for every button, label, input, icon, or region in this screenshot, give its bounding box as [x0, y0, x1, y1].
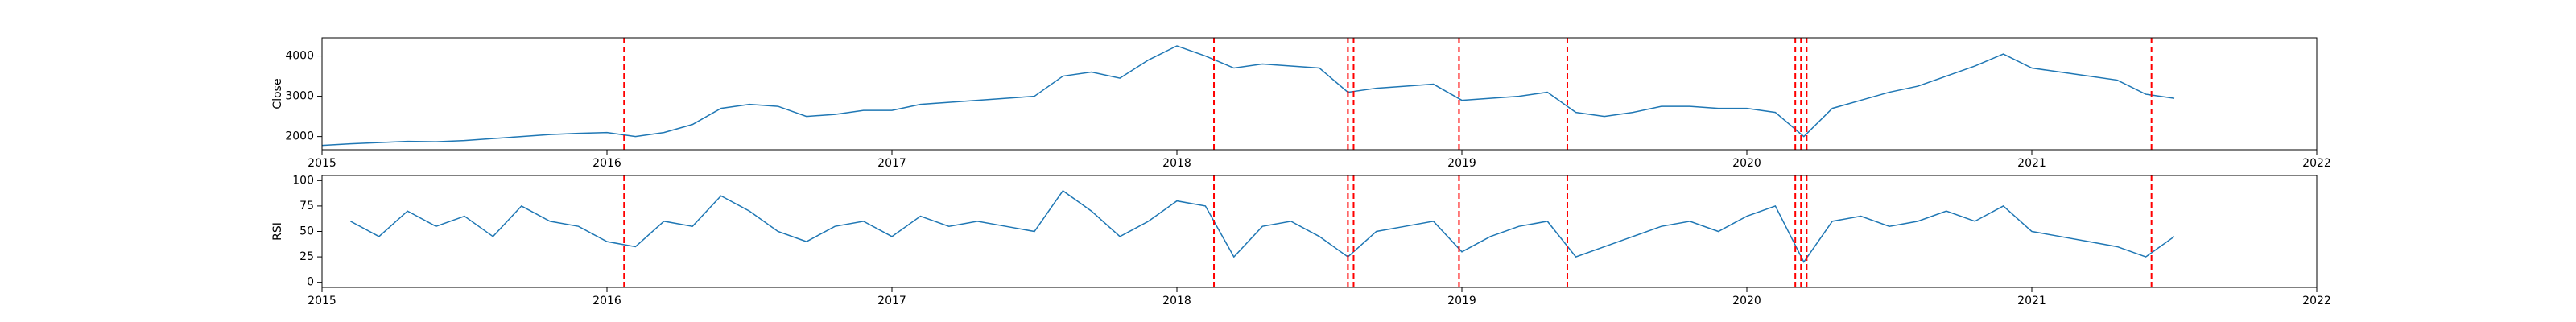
y-tick-label: 0 [307, 276, 314, 289]
y-tick-label: 100 [292, 174, 314, 187]
x-tick-label: 2015 [308, 295, 336, 308]
x-tick-label: 2019 [1447, 295, 1476, 308]
y-tick-label: 2000 [285, 130, 314, 143]
x-tick-label: 2018 [1162, 157, 1191, 170]
x-tick-label: 2017 [877, 295, 906, 308]
y-axis-label: RSI [271, 222, 284, 241]
x-tick-label: 2022 [2302, 157, 2331, 170]
x-tick-label: 2017 [877, 157, 906, 170]
x-tick-label: 2020 [1732, 157, 1761, 170]
x-tick-label: 2021 [2017, 157, 2046, 170]
y-tick-label: 25 [299, 250, 314, 263]
x-tick-label: 2019 [1447, 157, 1476, 170]
y-tick-label: 50 [299, 225, 314, 238]
series-line [350, 189, 2175, 263]
x-tick-label: 2016 [592, 295, 621, 308]
x-tick-label: 2015 [308, 157, 336, 170]
x-tick-label: 2016 [592, 157, 621, 170]
axes-frame [321, 175, 2318, 288]
x-tick-label: 2018 [1162, 295, 1191, 308]
series-line [321, 45, 2175, 147]
x-tick-label: 2020 [1732, 295, 1761, 308]
y-tick-label: 75 [299, 200, 314, 213]
y-tick-label: 3000 [285, 90, 314, 103]
x-tick-label: 2022 [2302, 295, 2331, 308]
x-tick-label: 2021 [2017, 295, 2046, 308]
axes-frame [321, 37, 2318, 151]
y-axis-label: Close [271, 78, 284, 109]
y-tick-label: 4000 [285, 50, 314, 63]
